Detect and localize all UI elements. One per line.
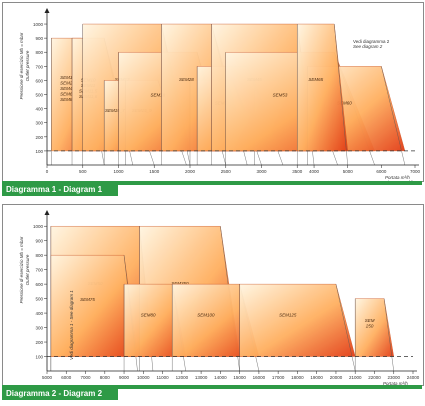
series-label: SEM100: [197, 313, 215, 318]
x-tick-label: 7000: [81, 375, 92, 380]
y-tick-label: 900: [35, 36, 43, 41]
x-tick-label: 15000: [233, 375, 246, 380]
x-tick-label: 22000: [368, 375, 381, 380]
x-tick-label: 2500: [221, 169, 232, 174]
y-axis-label-en: Outlet pressure: [25, 50, 30, 81]
series-label: SEM: [365, 318, 375, 323]
y-tick-label: 300: [35, 121, 43, 126]
x-axis-label-en: Flow rate m³/h: [385, 180, 414, 181]
series-label: SEM125: [279, 313, 297, 318]
x-tick-label: 9000: [119, 375, 130, 380]
y-tick-label: 400: [35, 107, 43, 112]
x-tick-label: 16000: [253, 375, 266, 380]
y-tick-label: 700: [35, 268, 43, 273]
diagram-1-chart: 100 200 300 400 500 600 700 800 900 1000 0 500 1000 1…: [19, 8, 421, 181]
diagram-2-panel: 100 200 300 400 500 600 700 800 900 1000 5000 6000 7…: [2, 204, 424, 386]
series-label: SEM60: [337, 100, 352, 105]
diagram-2-caption-bar: [2, 385, 422, 389]
y-tick-label: 800: [35, 253, 43, 258]
y-tick-label: 600: [35, 282, 43, 287]
y-tick-label: 100: [35, 149, 43, 154]
x-tick-label: 5000: [343, 169, 354, 174]
x-tick-label: 20000: [330, 375, 343, 380]
diagram-2-chart: 100 200 300 400 500 600 700 800 900 1000 5000 6000 7…: [19, 210, 420, 385]
series-label: SEM53: [273, 93, 288, 98]
x-axis-label: Portata m³/h: [385, 175, 410, 180]
x-tick-label: 23000: [387, 375, 400, 380]
diagram-1-caption: Diagramma 1 - Diagram 1: [2, 184, 118, 196]
series-label: SEM350: [171, 281, 189, 286]
x-tick-label: 1000: [113, 169, 124, 174]
series-label: SEM1: [60, 75, 73, 80]
diagram-1-caption-bar: [2, 181, 422, 185]
series-label: SEM6: [60, 91, 73, 96]
series-right-edge: [383, 298, 394, 372]
x-tick-label: 3000: [256, 169, 267, 174]
x-tick-label: 3500: [292, 169, 303, 174]
x-tick-label: 4000: [309, 169, 320, 174]
series-label: SEM65: [308, 77, 323, 82]
x-tick-label: 0: [46, 169, 49, 174]
series-label: SEM2: [60, 80, 73, 85]
x-tick-label: 18000: [291, 375, 304, 380]
x-tick-label: 19000: [310, 375, 323, 380]
y-axis-arrow: [44, 8, 50, 13]
series-label: SEM15_7: [105, 108, 125, 113]
y-tick-label: 300: [35, 326, 43, 331]
y-axis-label: Pressione di esercizio Mb = mbar: [19, 236, 24, 303]
x-tick-label: 7000: [410, 169, 421, 174]
series-label: SEM4: [60, 86, 73, 91]
y-tick-label: 500: [35, 297, 43, 302]
series-area-5: [239, 283, 356, 357]
x-tick-label: 17000: [272, 375, 285, 380]
x-tick-label: 1500: [149, 169, 160, 174]
x-tick-label: 11000: [156, 375, 169, 380]
x-tick-label: 6000: [376, 169, 387, 174]
series-right-edge: [334, 24, 348, 166]
series-right-edge: [381, 66, 406, 166]
note-label-en: See diagram 2: [353, 44, 383, 49]
x-tick-label: 24000: [407, 375, 420, 380]
x-tick-label: 10000: [137, 375, 150, 380]
x-tick-label: 12000: [176, 375, 189, 380]
y-tick-label: 100: [35, 355, 43, 360]
x-tick-label: 14000: [214, 375, 227, 380]
series-label: 250: [365, 324, 374, 329]
y-axis-arrow: [44, 210, 50, 215]
diagram-1-panel: 100 200 300 400 500 600 700 800 900 1000 0 500 1000 1…: [2, 2, 424, 182]
x-tick-label: 8000: [100, 375, 111, 380]
y-tick-label: 400: [35, 311, 43, 316]
y-tick-label: 600: [35, 78, 43, 83]
y-tick-label: 1000: [33, 224, 44, 229]
y-tick-label: 200: [35, 340, 43, 345]
series-label: SEM28: [179, 77, 194, 82]
note-label: Vedi diagramma 2: [353, 39, 390, 44]
x-tick-label: 5000: [42, 375, 53, 380]
x-tick-label: 6000: [61, 375, 72, 380]
y-tick-label: 200: [35, 135, 43, 140]
y-axis-label-en: Outlet pressure: [25, 254, 30, 285]
series-label: SEM80: [141, 313, 156, 318]
x-axis-label: Portata m³/h: [383, 381, 408, 385]
note-label: Vedi diagramma 1 - See diagram 1: [69, 290, 74, 360]
x-tick-label: 2000: [185, 169, 196, 174]
y-axis-label: Pressione di esercizio Mb = mbar: [19, 32, 24, 99]
y-tick-label: 700: [35, 64, 43, 69]
y-tick-label: 800: [35, 50, 43, 55]
x-tick-label: 21000: [349, 375, 362, 380]
diagram-2-caption: Diagramma 2 - Diagram 2: [2, 388, 118, 400]
y-tick-label: 500: [35, 93, 43, 98]
x-tick-label: 13000: [195, 375, 208, 380]
x-tick-label: 500: [79, 169, 87, 174]
y-tick-label: 900: [35, 239, 43, 244]
series-label: SEM8: [60, 97, 73, 102]
series-label: SEM18: [150, 93, 165, 98]
series-label: SEM75: [80, 297, 95, 302]
y-tick-label: 1000: [33, 22, 44, 27]
